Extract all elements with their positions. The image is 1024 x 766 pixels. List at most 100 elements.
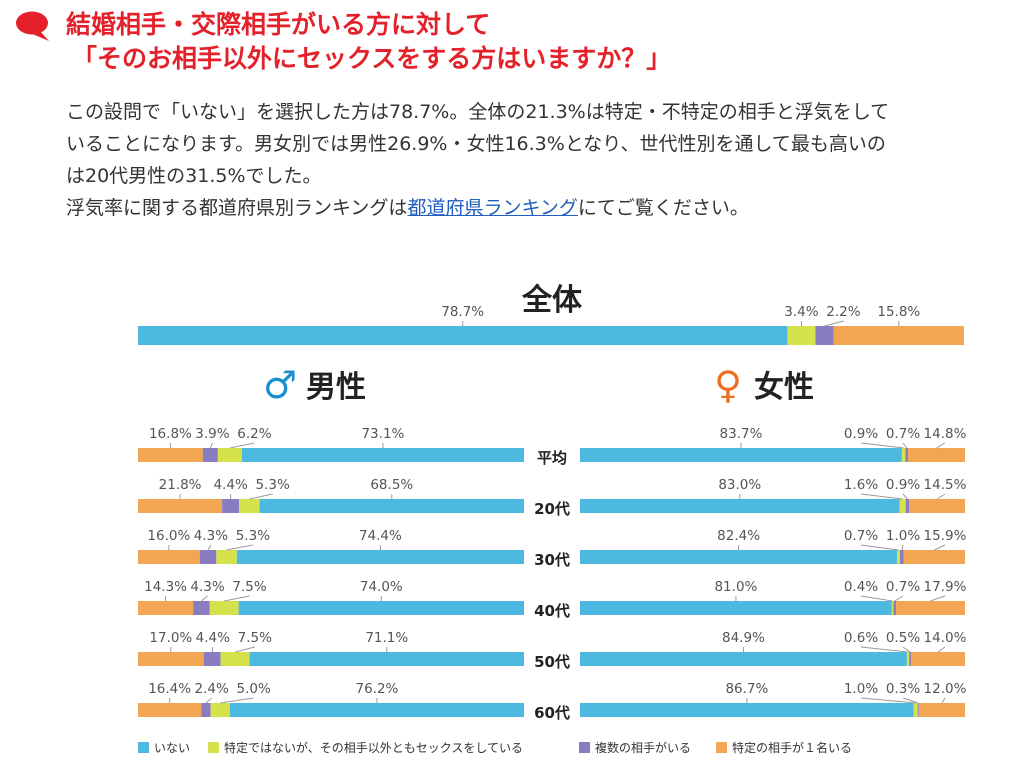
leader-line (249, 493, 273, 500)
legend-swatch-multiple (579, 742, 590, 753)
row-category-label: 60代 (534, 704, 570, 722)
data-label-unspecified: 1.6% (844, 477, 878, 493)
male-symbol-icon: ♂ (263, 363, 297, 407)
bar-segment-none (580, 499, 900, 513)
bar-segment-specific (833, 326, 964, 345)
bar-segment-specific (903, 550, 965, 564)
bar-segment-unspecified (913, 703, 918, 717)
data-label-none: 68.5% (370, 477, 413, 493)
data-label-multiple: 1.0% (886, 528, 920, 544)
title-line-2: 「そのお相手以外にセックスをする方はいますか？」 (72, 44, 672, 73)
intro-line: この設問で「いない」を選択した方は78.7%。全体の21.3%は特定・不特定の相… (66, 101, 890, 123)
leader-line (860, 544, 899, 551)
leader-line (901, 544, 904, 551)
overall-title: 全体 (521, 283, 583, 318)
bar-segment-none (238, 601, 524, 615)
bar-segment-specific (909, 499, 965, 513)
speech-bubble-icon (16, 11, 49, 41)
leader-line (229, 442, 255, 449)
data-label-multiple: 4.4% (213, 477, 247, 493)
bar-segment-specific (138, 550, 200, 564)
leader-line (894, 595, 904, 602)
bar-segment-none (229, 703, 525, 717)
bar-segment-specific (911, 652, 965, 666)
bar-segment-specific (138, 601, 194, 615)
data-label-multiple: 2.4% (194, 681, 228, 697)
bar-segment-multiple (199, 550, 217, 564)
bar-segment-unspecified (210, 703, 230, 717)
row-category-label: 30代 (534, 551, 570, 569)
legend-swatch-unspecified (208, 742, 219, 753)
leader-line (205, 697, 212, 704)
data-label-none: 74.4% (359, 528, 402, 544)
data-label-unspecified: 0.4% (844, 579, 878, 595)
bar-segment-unspecified (239, 499, 260, 513)
data-label-multiple: 0.7% (886, 426, 920, 442)
data-label-specific: 17.9% (924, 579, 967, 595)
data-label-specific: 15.8% (877, 304, 920, 320)
leader-line (902, 493, 908, 500)
data-label-specific: 16.4% (148, 681, 191, 697)
leader-line (860, 646, 909, 653)
bar-segment-none (236, 550, 525, 564)
legend-label-unspecified: 特定ではないが、その相手以外ともセックスをしている (224, 740, 523, 755)
bar-segment-multiple (193, 601, 210, 615)
data-label-multiple: 0.9% (886, 477, 920, 493)
bar-segment-multiple (222, 499, 240, 513)
data-label-unspecified: 0.6% (844, 630, 878, 646)
leader-line (941, 697, 946, 704)
bar-segment-specific (138, 703, 202, 717)
data-label-multiple: 2.2% (826, 304, 860, 320)
bar-segment-multiple (815, 326, 834, 345)
bar-segment-multiple (905, 448, 909, 462)
data-label-specific: 14.8% (924, 426, 967, 442)
data-label-unspecified: 0.7% (844, 528, 878, 544)
data-label-multiple: 0.5% (886, 630, 920, 646)
bar-segment-multiple (909, 652, 912, 666)
leader-line (201, 595, 208, 602)
male-title: 男性 (306, 370, 366, 405)
bar-segment-specific (896, 601, 965, 615)
data-label-none: 82.4% (717, 528, 760, 544)
bar-segment-none (580, 703, 914, 717)
bar-segment-unspecified (906, 652, 910, 666)
data-label-none: 76.2% (355, 681, 398, 697)
row-category-label: 平均 (537, 449, 567, 467)
leader-line (934, 544, 946, 551)
data-label-none: 83.0% (718, 477, 761, 493)
prefecture-ranking-link[interactable]: 都道府県ランキング (407, 197, 578, 219)
data-label-unspecified: 0.9% (844, 426, 878, 442)
bar-segment-unspecified (891, 601, 894, 615)
female-symbol-icon: ♀ (714, 363, 742, 407)
bar-segment-none (580, 601, 892, 615)
leader-line (902, 697, 919, 704)
leader-line (226, 544, 253, 551)
data-label-none: 74.0% (360, 579, 403, 595)
bar-segment-multiple (202, 448, 218, 462)
row-category-label: 40代 (534, 602, 570, 620)
data-label-unspecified: 1.0% (844, 681, 878, 697)
leader-line (937, 646, 946, 653)
data-label-specific: 15.9% (924, 528, 967, 544)
legend-label-none: いない (154, 741, 190, 755)
data-label-specific: 17.0% (149, 630, 192, 646)
intro-line-4: 浮気率に関する都道府県別ランキングは都道府県ランキングにてご覧ください。 (66, 192, 1016, 224)
row-category-label: 50代 (534, 653, 570, 671)
data-label-unspecified: 5.3% (236, 528, 270, 544)
leader-line (860, 595, 893, 602)
leader-line (207, 544, 212, 551)
bar-segment-none (138, 326, 788, 345)
data-label-none: 78.7% (441, 304, 484, 320)
bar-segment-specific (908, 448, 965, 462)
bar-segment-multiple (905, 499, 910, 513)
bar-segment-unspecified (217, 448, 242, 462)
data-label-specific: 12.0% (924, 681, 967, 697)
title-line-1: 結婚相手・交際相手がいる方に対して (66, 10, 491, 39)
leader-line (936, 493, 946, 500)
bar-segment-none (241, 448, 525, 462)
leader-line (860, 442, 904, 449)
row-category-label: 20代 (534, 500, 570, 518)
data-label-specific: 14.3% (144, 579, 187, 595)
bar-segment-specific (918, 703, 965, 717)
